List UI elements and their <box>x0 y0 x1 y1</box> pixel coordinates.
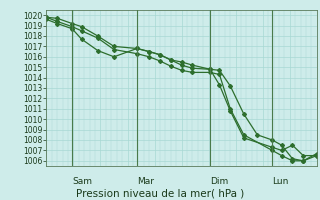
Text: Dim: Dim <box>210 177 228 186</box>
Text: Lun: Lun <box>272 177 289 186</box>
Text: Mar: Mar <box>137 177 154 186</box>
Text: Pression niveau de la mer( hPa ): Pression niveau de la mer( hPa ) <box>76 188 244 198</box>
Text: Sam: Sam <box>72 177 92 186</box>
